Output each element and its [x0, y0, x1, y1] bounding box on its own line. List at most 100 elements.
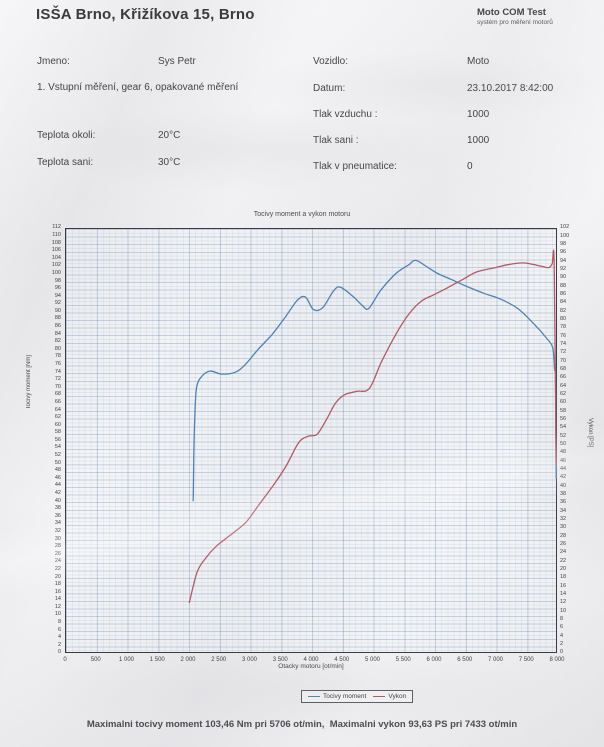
- y-axis-tick-label: 72: [560, 349, 567, 356]
- app-name: Moto COM Test: [477, 7, 546, 18]
- y-axis-tick-label: 58: [54, 429, 61, 436]
- y-axis-tick-label: 76: [560, 332, 567, 339]
- y-axis-tick-label: 104: [51, 254, 61, 261]
- y-axis-tick-label: 44: [54, 482, 61, 489]
- field-label: Tlak v pneumatice:: [313, 161, 397, 172]
- y-axis-tick-label: 70: [560, 357, 567, 364]
- y-axis-tick-label: 86: [560, 291, 567, 298]
- y-axis-tick-label: 68: [54, 391, 61, 398]
- x-axis-tick-label: 1 500: [149, 657, 165, 663]
- y-axis-tick-label: 52: [54, 452, 61, 459]
- legend-label: Vykon: [388, 693, 407, 700]
- y-axis-tick-label: 0: [57, 649, 61, 656]
- summary-line: Maximalni tocivy moment 103,46 Nm pri 57…: [86, 719, 518, 730]
- x-axis-tick-label: 7 000: [487, 657, 503, 663]
- y-axis-tick-label: 48: [54, 467, 61, 474]
- y-axis-tick-label: 40: [560, 482, 567, 489]
- y-axis-tick-label: 10: [54, 611, 61, 618]
- y-axis-tick-label: 78: [54, 353, 61, 360]
- x-axis-tick-label: 8 000: [549, 657, 565, 663]
- y-axis-tick-label: 16: [560, 582, 567, 589]
- y-axis-tick-label: 20: [560, 566, 567, 573]
- y-axis-tick-label: 90: [54, 307, 61, 314]
- chart-curves: [188, 249, 557, 604]
- y-axis-tick-label: 84: [560, 299, 567, 306]
- y-axis-tick-label: 88: [560, 282, 567, 289]
- y-axis-tick-label: 94: [560, 257, 567, 264]
- legend-label: Tocivy moment: [323, 693, 367, 700]
- x-axis-tick-label: 3 500: [272, 657, 288, 663]
- y-axis-tick-label: 22: [54, 565, 61, 572]
- field-value: Moto: [467, 56, 490, 67]
- y-axis-tick-label: 50: [560, 441, 567, 448]
- x-axis-tick-label: 2 500: [211, 657, 227, 663]
- x-axis-tick-label: 1 000: [118, 657, 134, 663]
- y-axis-tick-label: 32: [560, 516, 567, 523]
- y-axis-tick-label: 54: [560, 424, 567, 431]
- field-value: Sys Petr: [158, 56, 196, 67]
- y-axis-tick-label: 102: [51, 262, 61, 269]
- field-value: 1000: [467, 109, 490, 120]
- y-axis-tick-label: 36: [54, 512, 61, 519]
- y-axis-tick-label: 38: [54, 505, 61, 512]
- y-axis-tick-label: 44: [560, 466, 567, 473]
- x-axis-tick-label: 6 500: [457, 657, 473, 663]
- y-axis-tick-label: 8: [560, 616, 564, 623]
- y-axis-tick-label: 92: [54, 300, 61, 307]
- y-axis-tick-label: 2: [57, 641, 61, 648]
- y-axis-tick-label: 80: [560, 316, 567, 323]
- y-axis-tick-label: 74: [54, 368, 61, 375]
- y-axis-tick-label: 56: [54, 436, 61, 443]
- y-axis-tick-label: 66: [54, 398, 61, 405]
- y-axis-tick-label: 66: [560, 374, 567, 381]
- y-axis-tick-label: 20: [54, 573, 61, 580]
- field-value: 30°C: [158, 157, 181, 168]
- y-axis-tick-label: 98: [54, 277, 61, 284]
- y-axis-tick-label: 6: [57, 626, 61, 633]
- y-axis-title-right: Vykon [PS]: [587, 418, 593, 448]
- y-axis-tick-label: 12: [560, 599, 567, 606]
- y-axis-tick-label: 42: [560, 474, 567, 481]
- y-axis-tick-label: 16: [54, 588, 61, 595]
- y-axis-tick-label: 50: [54, 459, 61, 466]
- field-label: Teplota sani:: [37, 157, 94, 168]
- x-axis-tick-label: 500: [90, 657, 101, 663]
- y-axis-tick-label: 6: [560, 624, 564, 631]
- y-axis-title-left: Tocivy moment [Nm]: [26, 355, 32, 410]
- y-axis-tick-label: 22: [560, 557, 567, 564]
- field-label: Datum:: [313, 83, 346, 94]
- series-vykon: [188, 249, 557, 604]
- y-axis-tick-label: 82: [54, 338, 61, 345]
- field-value: 1000: [467, 135, 490, 146]
- x-axis-tick-label: 3 000: [241, 657, 257, 663]
- y-axis-tick-label: 26: [54, 550, 61, 557]
- app-subtitle: systém pro měření motorů: [477, 18, 553, 26]
- x-axis-tick-label: 4 000: [303, 657, 319, 663]
- y-axis-tick-label: 64: [54, 406, 61, 413]
- y-axis-tick-label: 46: [54, 474, 61, 481]
- y-axis-tick-label: 72: [54, 376, 61, 383]
- series-tocivy-moment: [192, 259, 557, 502]
- y-axis-tick-label: 42: [54, 490, 61, 497]
- y-axis-tick-label: 80: [54, 345, 61, 352]
- company-header: ISŠA Brno, Křižíkova 15, Brno: [36, 6, 255, 23]
- field-label: Teplota okoli:: [37, 130, 96, 141]
- chart-title: Tocivy moment a vykon motoru: [253, 211, 351, 218]
- x-axis-tick-label: 6 000: [426, 657, 442, 663]
- y-axis-tick-label: 96: [560, 249, 567, 256]
- y-axis-tick-label: 40: [54, 497, 61, 504]
- field-label: Jmeno:: [37, 56, 70, 67]
- y-axis-tick-label: 70: [54, 383, 61, 390]
- x-axis-tick-label: 5 000: [364, 657, 380, 663]
- field-label: Tlak sani :: [313, 135, 359, 146]
- y-axis-tick-label: 30: [54, 535, 61, 542]
- field-value: 23.10.2017 8:42:00: [467, 83, 554, 94]
- y-axis-tick-label: 96: [54, 285, 61, 292]
- y-axis-tick-label: 28: [560, 532, 567, 539]
- y-axis-tick-label: 88: [54, 315, 61, 322]
- y-axis-tick-label: 108: [51, 239, 61, 246]
- y-axis-tick-label: 90: [560, 274, 567, 281]
- y-axis-tick-label: 62: [560, 391, 567, 398]
- y-axis-tick-label: 26: [560, 541, 567, 548]
